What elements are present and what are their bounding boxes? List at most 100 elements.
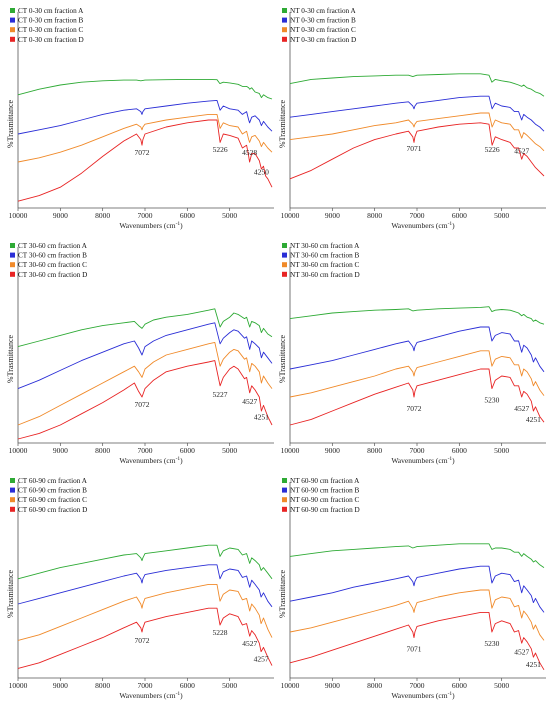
peak-label: 4251 bbox=[526, 415, 541, 424]
series-line-c bbox=[17, 113, 273, 163]
x-tick-label: 10000 bbox=[9, 681, 28, 690]
series-line-a bbox=[289, 306, 545, 325]
spectrum-panel-ct-0-30: %Trasmittance 10000 9000 8000 7000 6000 5000 Wa… bbox=[6, 4, 278, 230]
series-line-c bbox=[289, 112, 545, 152]
series-line-c bbox=[17, 341, 273, 426]
legend-swatch-d bbox=[282, 506, 287, 512]
legend-swatch-b bbox=[282, 17, 287, 23]
x-tick-label: 10000 bbox=[9, 446, 28, 455]
x-tick-label: 5000 bbox=[222, 681, 237, 690]
x-axis-title-sup: -1 bbox=[176, 691, 181, 697]
chart-svg: %Trasmittance 10000 9000 8000 7000 6000 5000 Wa… bbox=[278, 477, 546, 700]
peak-label: 4250 bbox=[254, 168, 269, 177]
legend-label-c: NT 60-90 cm fraction C bbox=[290, 496, 360, 504]
legend-swatch-b bbox=[10, 17, 15, 23]
series-line-c bbox=[17, 583, 273, 641]
peak-label: 4527 bbox=[514, 147, 529, 156]
x-tick-label: 9000 bbox=[53, 446, 68, 455]
legend-label-b: CT 60-90 cm fraction B bbox=[18, 487, 87, 495]
x-axis-title-base: Wavenumbers (cm bbox=[391, 221, 447, 230]
x-tick-label: 6000 bbox=[180, 211, 195, 220]
legend-label-c: CT 0-30 cm fraction C bbox=[18, 26, 84, 34]
series-line-d bbox=[289, 122, 545, 180]
x-tick-label: 7000 bbox=[410, 211, 425, 220]
spectrum-panel-nt-60-90: %Trasmittance 10000 9000 8000 7000 6000 5000 Wa… bbox=[278, 474, 550, 700]
y-axis-title: %Trasmittance bbox=[6, 569, 15, 618]
x-tick-label: 5000 bbox=[222, 211, 237, 220]
chart-svg: %Trasmittance 10000 9000 8000 7000 6000 5000 Wa… bbox=[278, 242, 546, 465]
x-tick-label: 5000 bbox=[222, 446, 237, 455]
x-tick-label: 8000 bbox=[367, 446, 382, 455]
legend-swatch-a bbox=[282, 8, 287, 13]
series-line-d bbox=[289, 368, 545, 426]
x-axis-title-base: Wavenumbers (cm bbox=[119, 221, 175, 230]
peak-label: 7071 bbox=[406, 144, 421, 153]
legend-swatch-b bbox=[282, 252, 287, 258]
legend-swatch-b bbox=[10, 252, 15, 258]
chart-svg: %Trasmittance 10000 9000 8000 7000 6000 5000 Wa… bbox=[6, 7, 274, 230]
legend-label-a: CT 0-30 cm fraction A bbox=[18, 7, 84, 15]
x-tick-label: 9000 bbox=[53, 211, 68, 220]
x-tick-label: 9000 bbox=[53, 681, 68, 690]
peak-label: 7071 bbox=[406, 645, 421, 654]
x-tick-label: 9000 bbox=[325, 211, 340, 220]
x-axis-title-sup: -1 bbox=[448, 456, 453, 462]
legend-swatch-b bbox=[282, 487, 287, 493]
x-tick-label: 7000 bbox=[410, 446, 425, 455]
legend-label-d: NT 60-90 cm fraction D bbox=[290, 506, 360, 514]
legend-label-b: NT 30-60 cm fraction B bbox=[290, 252, 360, 260]
series-line-b bbox=[289, 326, 545, 373]
x-tick-label: 10000 bbox=[9, 211, 28, 220]
x-axis-title-end: ) bbox=[452, 456, 455, 465]
series-line-b bbox=[289, 95, 545, 132]
y-axis-title: %Trasmittance bbox=[6, 334, 15, 383]
y-axis-title: %Trasmittance bbox=[6, 99, 15, 148]
legend-swatch-c bbox=[10, 497, 15, 503]
spectrum-panel-nt-0-30: %Trasmittance 10000 9000 8000 7000 6000 5000 Wa… bbox=[278, 4, 550, 230]
series-line-c bbox=[289, 589, 545, 641]
legend-swatch-a bbox=[282, 243, 287, 248]
x-axis-title-end: ) bbox=[180, 456, 183, 465]
legend-label-d: NT 30-60 cm fraction D bbox=[290, 271, 360, 279]
x-tick-label: 9000 bbox=[325, 681, 340, 690]
x-tick-label: 10000 bbox=[281, 681, 300, 690]
peak-label: 5228 bbox=[213, 628, 228, 637]
legend-label-c: NT 30-60 cm fraction C bbox=[290, 261, 360, 269]
x-axis-title: Wavenumbers (cm-1) bbox=[391, 456, 455, 465]
series-line-d bbox=[17, 119, 273, 202]
series-line-b bbox=[17, 322, 273, 390]
x-axis-title-sup: -1 bbox=[176, 221, 181, 227]
x-tick-label: 10000 bbox=[281, 211, 300, 220]
legend-swatch-a bbox=[10, 243, 15, 248]
series-line-a bbox=[17, 308, 273, 348]
peak-label: 4527 bbox=[514, 404, 529, 413]
x-axis-title-base: Wavenumbers (cm bbox=[119, 691, 175, 700]
x-axis-title-end: ) bbox=[452, 221, 455, 230]
series-line-b bbox=[17, 564, 273, 608]
legend-label-a: CT 30-60 cm fraction A bbox=[18, 242, 88, 250]
legend-swatch-d bbox=[282, 271, 287, 277]
x-tick-label: 10000 bbox=[281, 446, 300, 455]
series-line-d bbox=[289, 611, 545, 671]
legend-swatch-a bbox=[10, 478, 15, 483]
legend-swatch-c bbox=[282, 497, 287, 503]
x-tick-label: 7000 bbox=[410, 681, 425, 690]
series-line-d bbox=[17, 360, 273, 440]
x-tick-label: 8000 bbox=[95, 211, 110, 220]
peak-label: 5230 bbox=[484, 396, 499, 405]
x-tick-label: 7000 bbox=[138, 681, 153, 690]
series-line-a bbox=[17, 78, 273, 100]
x-tick-label: 6000 bbox=[452, 446, 467, 455]
legend-swatch-d bbox=[10, 36, 15, 42]
x-axis-title-base: Wavenumbers (cm bbox=[119, 456, 175, 465]
peak-label: 4257 bbox=[254, 654, 269, 663]
legend-swatch-b bbox=[10, 487, 15, 493]
peak-label: 5226 bbox=[485, 145, 500, 154]
legend-label-d: CT 30-60 cm fraction D bbox=[18, 271, 87, 279]
series-line-b bbox=[289, 565, 545, 613]
legend-swatch-d bbox=[10, 271, 15, 277]
legend-label-b: NT 0-30 cm fraction B bbox=[290, 17, 356, 25]
peak-label: 4527 bbox=[514, 647, 529, 656]
peak-label: 4251 bbox=[526, 660, 541, 669]
chart-svg: %Trasmittance 10000 9000 8000 7000 6000 5000 Wa… bbox=[6, 477, 274, 700]
